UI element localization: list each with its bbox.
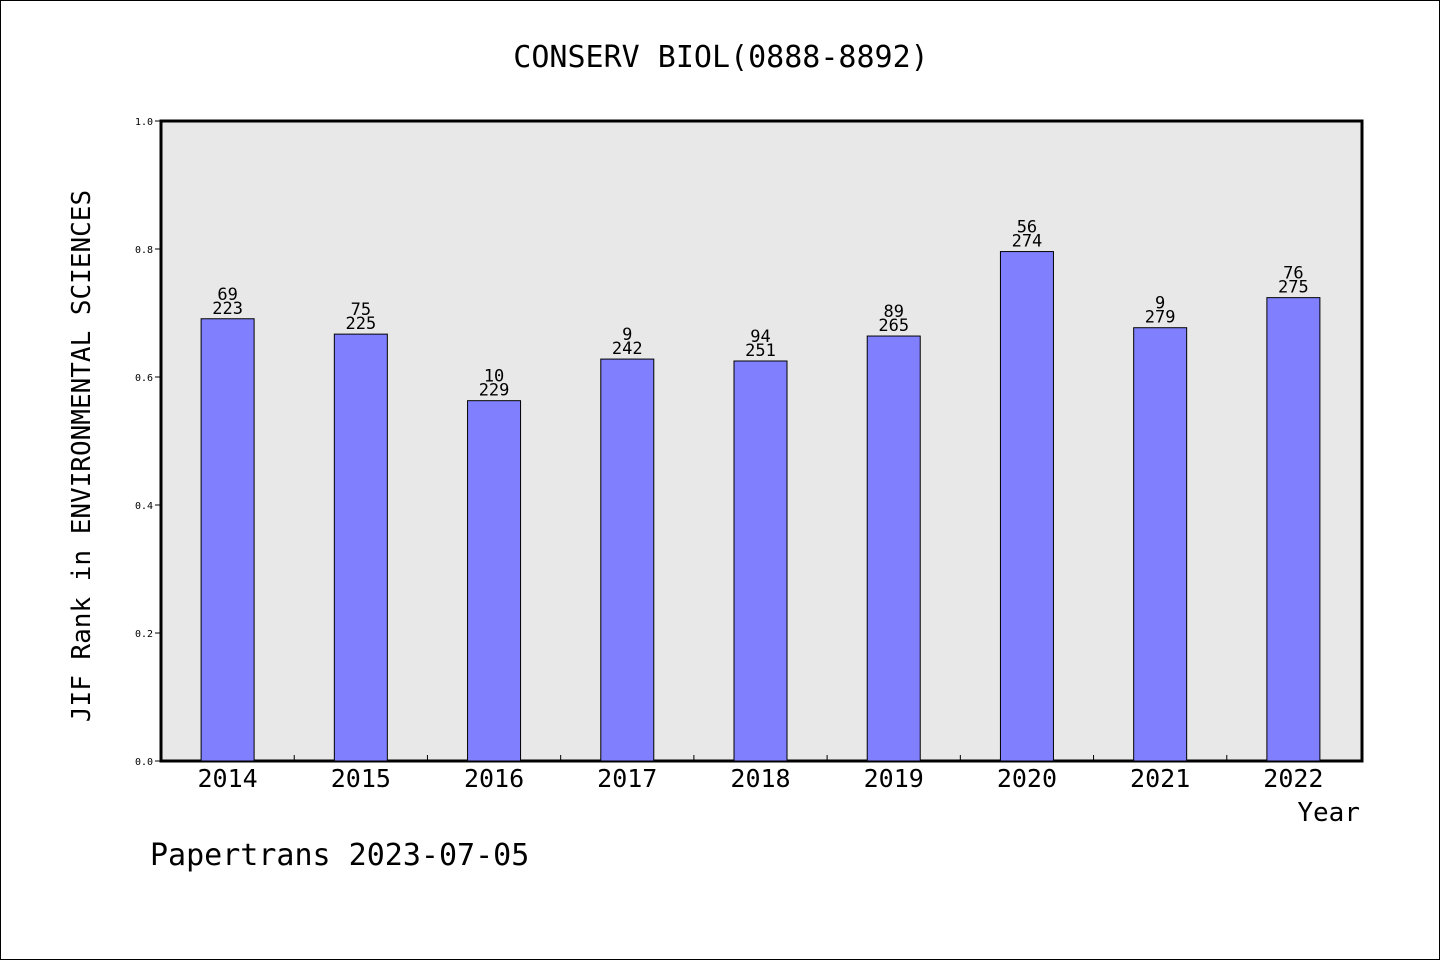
bar-rank-label: 56 [1017, 218, 1037, 238]
bar-total-label: 275 [1278, 278, 1309, 298]
bar-total-label: 225 [345, 314, 376, 334]
bar-rank-label: 10 [484, 367, 504, 387]
y-tick-label: 0.2 [135, 629, 153, 640]
x-tick-label: 2014 [198, 764, 258, 793]
bar-2017 [600, 358, 655, 762]
bar-total-label: 274 [1012, 232, 1043, 252]
bar-2015 [333, 333, 388, 762]
bar-rank-label: 69 [217, 285, 237, 305]
x-tick-label: 2016 [464, 764, 524, 793]
bar-total-label: 279 [1145, 308, 1176, 328]
bar-2021 [1133, 327, 1188, 762]
source-footer: Papertrans 2023-07-05 [150, 838, 529, 873]
bar-total-label: 223 [212, 299, 243, 319]
y-tick-label: 0.6 [135, 373, 153, 384]
y-tick-label: 0.0 [135, 757, 153, 768]
bar-2019 [866, 335, 921, 762]
x-tick-label: 2020 [997, 764, 1057, 793]
bar-2018 [733, 360, 788, 762]
x-tick-label: 2022 [1263, 764, 1323, 793]
bar-2020 [999, 251, 1054, 762]
bar-2022 [1266, 297, 1321, 762]
bar-total-label: 251 [745, 341, 776, 361]
bar-rank-label: 9 [1155, 294, 1165, 314]
x-tick-label: 2017 [597, 764, 657, 793]
bar-rank-label: 75 [351, 300, 371, 320]
y-axis-label: JIF Rank in ENVIRONMENTAL SCIENCES [67, 190, 97, 722]
bar-total-label: 242 [612, 339, 643, 359]
bar-total-label: 265 [878, 316, 909, 336]
bar-total-label: 229 [479, 381, 510, 401]
bar-rank-label: 76 [1283, 264, 1303, 284]
x-axis-label: Year [1297, 798, 1360, 828]
bar-rank-label: 89 [883, 302, 903, 322]
bar-2016 [467, 400, 522, 762]
x-tick-label: 2018 [730, 764, 790, 793]
x-tick-label: 2015 [331, 764, 391, 793]
y-tick-label: 0.4 [135, 501, 153, 512]
bar-rank-label: 9 [622, 325, 632, 345]
x-tick-label: 2019 [864, 764, 924, 793]
y-tick-label: 0.8 [135, 245, 153, 256]
x-axis: 2014 2015 2016 2017 2018 2019 2020 2021 2022 [198, 755, 1323, 793]
chart-title: CONSERV BIOL(0888-8892) [513, 40, 928, 75]
bar-2014 [200, 318, 255, 762]
y-tick-label: 1.0 [135, 117, 153, 128]
y-axis: 0.0 0.2 0.4 0.6 0.8 1.0 [135, 117, 161, 768]
bar-rank-label: 94 [750, 327, 770, 347]
x-tick-label: 2021 [1130, 764, 1190, 793]
